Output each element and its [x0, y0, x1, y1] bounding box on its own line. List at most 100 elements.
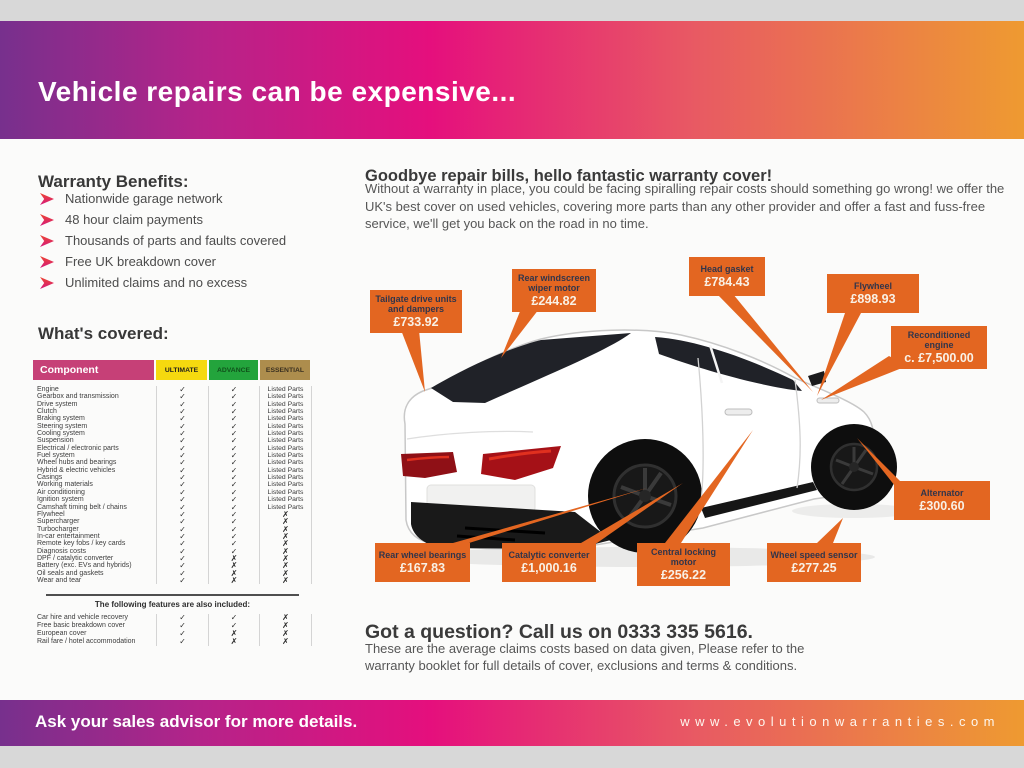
- advance-cell: ✓: [209, 614, 260, 623]
- advance-cell: ✓: [209, 444, 260, 452]
- component-name: Hybrid & electric vehicles: [37, 466, 116, 474]
- essential-cell: ✗: [260, 614, 312, 623]
- advance-cell: ✓: [209, 385, 260, 394]
- website-url: www.evolutionwarranties.com: [680, 714, 1000, 729]
- essential-cell: Listed Parts: [260, 408, 312, 416]
- header-band: [0, 21, 1024, 139]
- callout-label: Central locking motor: [650, 547, 716, 568]
- feature-name: Car hire and vehicle recovery: [37, 614, 129, 622]
- ultimate-cell: ✓: [156, 518, 209, 526]
- ultimate-cell: ✓: [156, 510, 209, 518]
- table-row: Suspension ✓ ✓ Listed Parts: [33, 437, 312, 445]
- table-row: Flywheel ✓ ✓ ✗: [33, 510, 312, 519]
- advance-cell: ✓: [209, 474, 260, 482]
- callout-wheel-speed-sensor: Wheel speed sensor £277.25: [767, 543, 861, 582]
- callout-flywheel: Flywheel £898.93: [827, 274, 919, 313]
- ultimate-cell: ✓: [156, 415, 209, 423]
- essential-cell: Listed Parts: [260, 474, 312, 482]
- advance-cell: ✓: [209, 547, 260, 555]
- ultimate-cell: ✓: [156, 614, 209, 623]
- footer-advisor-text: Ask your sales advisor for more details.: [35, 712, 358, 731]
- callout-label: Head gasket: [700, 263, 754, 274]
- arrow-bullet-icon: [40, 255, 54, 268]
- footer-band: [0, 700, 1024, 746]
- callout-label: Wheel speed sensor: [770, 549, 858, 560]
- component-name: Turbocharger: [37, 525, 79, 533]
- advance-cell: ✓: [209, 510, 260, 518]
- table-row: Ignition system ✓ ✓ Listed Parts: [33, 496, 312, 504]
- ultimate-cell: ✓: [156, 400, 209, 408]
- covered-table-header: Component ULTIMATE ADVANCE ESSENTIAL: [33, 360, 312, 380]
- component-name: DPF / catalytic converter: [37, 554, 114, 562]
- advance-cell: ✓: [209, 400, 260, 408]
- component-name: Engine: [37, 386, 59, 393]
- table-row: European cover ✓ ✗ ✗: [33, 630, 312, 639]
- essential-cell: Listed Parts: [260, 452, 312, 460]
- component-name: Supercharger: [37, 518, 80, 526]
- ultimate-cell: ✓: [156, 407, 209, 416]
- benefits-heading: Warranty Benefits:: [38, 172, 189, 192]
- callout-rear-windscreen-wiper-motor: Rear windscreen wiper motor £244.82: [512, 269, 596, 313]
- advance-cell: ✓: [209, 518, 260, 526]
- table-row: Wear and tear ✓ ✗ ✗: [33, 576, 312, 585]
- ultimate-cell: ✓: [156, 554, 209, 562]
- callout-head-gasket: Head gasket £784.43: [689, 257, 765, 296]
- ultimate-cell: ✓: [156, 444, 209, 452]
- ultimate-cell: ✓: [156, 393, 209, 401]
- essential-cell: ✗: [260, 576, 312, 585]
- benefit-item: Free UK breakdown cover: [40, 251, 286, 272]
- advance-cell: ✓: [209, 415, 260, 423]
- feature-name: Rail fare / hotel accommodation: [37, 638, 136, 646]
- advance-cell: ✗: [209, 561, 260, 570]
- table-row: Hybrid & electric vehicles ✓ ✓ Listed Pa…: [33, 466, 312, 474]
- table-row: Car hire and vehicle recovery ✓ ✓ ✗: [33, 614, 312, 623]
- callout-catalytic-converter: Catalytic converter £1,000.16: [502, 543, 596, 582]
- ultimate-cell: ✓: [156, 532, 209, 540]
- essential-cell: ✗: [260, 525, 312, 533]
- table-row: Braking system ✓ ✓ Listed Parts: [33, 415, 312, 423]
- advance-cell: ✓: [209, 540, 260, 548]
- table-row: Supercharger ✓ ✓ ✗: [33, 517, 312, 526]
- essential-cell: Listed Parts: [260, 496, 312, 504]
- essential-cell: ✗: [260, 547, 312, 555]
- ultimate-cell: ✓: [156, 622, 209, 631]
- essential-cell: ✗: [260, 517, 312, 526]
- callout-label: Rear wheel bearings: [378, 549, 467, 560]
- essential-cell: ✗: [260, 539, 312, 548]
- essential-cell: Listed Parts: [260, 488, 312, 497]
- table-row: Steering system ✓ ✓ Listed Parts: [33, 422, 312, 430]
- advance-cell: ✓: [209, 452, 260, 460]
- component-name: Ignition system: [37, 496, 84, 504]
- callout-label: Catalytic converter: [508, 549, 590, 560]
- ultimate-cell: ✓: [156, 496, 209, 504]
- table-row: In-car entertainment ✓ ✓ ✗: [33, 532, 312, 541]
- callout-price: £256.22: [660, 568, 707, 583]
- ultimate-cell: ✓: [156, 525, 209, 533]
- ultimate-cell: ✓: [156, 481, 209, 489]
- essential-cell: ✗: [260, 630, 312, 639]
- component-name: In-car entertainment: [37, 532, 100, 540]
- callout-price: c. £7,500.00: [904, 351, 974, 366]
- table-row: Battery (exc. EVs and hybrids) ✓ ✗ ✗: [33, 561, 312, 570]
- essential-cell: Listed Parts: [260, 503, 312, 511]
- advance-cell: ✓: [209, 525, 260, 533]
- ultimate-cell: ✓: [156, 466, 209, 474]
- benefit-label: Thousands of parts and faults covered: [65, 233, 287, 248]
- column-header-component: Component: [33, 360, 154, 380]
- component-name: Gearbox and transmission: [37, 393, 119, 401]
- benefit-item: Thousands of parts and faults covered: [40, 230, 286, 251]
- ultimate-cell: ✓: [156, 422, 209, 430]
- essential-cell: ✗: [260, 561, 312, 570]
- essential-cell: ✗: [260, 532, 312, 541]
- callout-rear-wheel-bearings: Rear wheel bearings £167.83: [375, 543, 470, 582]
- essential-cell: Listed Parts: [260, 437, 312, 445]
- component-name: Oil seals and gaskets: [37, 569, 104, 577]
- ultimate-cell: ✓: [156, 638, 209, 647]
- advance-cell: ✓: [209, 459, 260, 467]
- advance-cell: ✓: [209, 622, 260, 631]
- ultimate-cell: ✓: [156, 576, 209, 585]
- callout-reconditioned-engine: Reconditioned engine c. £7,500.00: [891, 326, 987, 370]
- essential-cell: Listed Parts: [260, 415, 312, 423]
- component-name: Braking system: [37, 415, 85, 423]
- callout-tailgate-drive-units: Tailgate drive units and dampers £733.92: [370, 290, 462, 334]
